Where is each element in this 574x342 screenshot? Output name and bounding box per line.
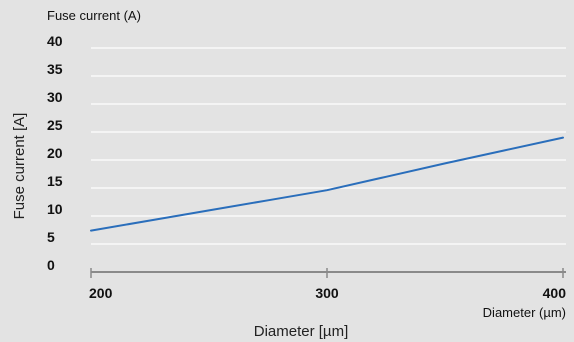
x-tick-label: 300 bbox=[315, 285, 339, 301]
x-axis-title: Diameter [µm] bbox=[254, 323, 349, 340]
series-line bbox=[90, 136, 564, 232]
y-tick-label: 10 bbox=[47, 201, 63, 217]
x-tick-label: 200 bbox=[89, 285, 113, 301]
y-tick-label: 40 bbox=[47, 33, 63, 49]
y-tick-labels: 0 5 10 15 20 25 30 35 40 bbox=[47, 33, 63, 273]
y-tick-label: 5 bbox=[47, 229, 55, 245]
x-tick-labels: 200 300 400 bbox=[89, 285, 566, 301]
series-layer bbox=[90, 136, 564, 232]
y-axis-title: Fuse current [A] bbox=[11, 113, 28, 220]
gridlines bbox=[91, 47, 566, 245]
x-tick-label: 400 bbox=[543, 285, 567, 301]
y-tick-label: 15 bbox=[47, 173, 63, 189]
y-tick-label: 20 bbox=[47, 145, 63, 161]
axes bbox=[90, 268, 566, 278]
y-tick-label: 25 bbox=[47, 117, 63, 133]
y-tick-label: 0 bbox=[47, 257, 55, 273]
y-tick-label: 35 bbox=[47, 61, 63, 77]
x-unit-label: Diameter (µm) bbox=[483, 305, 566, 320]
y-tick-label: 30 bbox=[47, 89, 63, 105]
top-left-label: Fuse current (A) bbox=[47, 8, 141, 23]
